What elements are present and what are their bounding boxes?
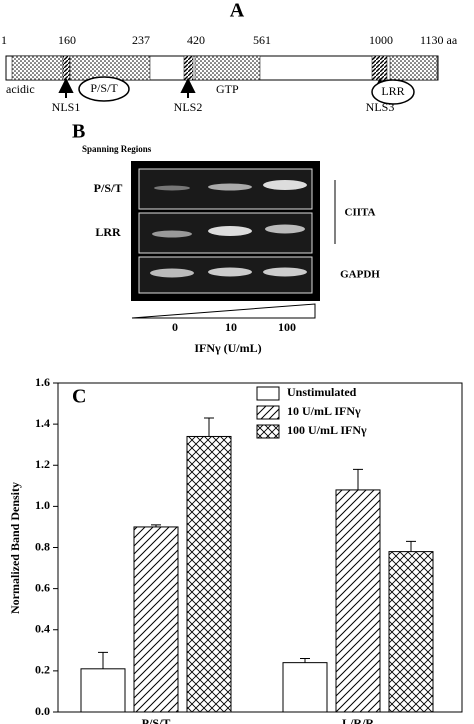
domain-label: GTP <box>216 82 239 96</box>
legend-label: 10 U/mL IFNγ <box>287 404 361 418</box>
bar <box>282 662 328 713</box>
bar <box>388 551 434 713</box>
error-bar <box>151 524 161 527</box>
domain-label: LRR <box>381 84 404 98</box>
row-label: P/S/T <box>94 181 123 195</box>
x-tick-label: P/S/T <box>142 716 171 724</box>
legend-swatch <box>256 424 280 439</box>
y-tick-label: 0.6 <box>35 580 50 594</box>
bar <box>133 526 179 713</box>
legend-label: 100 U/mL IFNγ <box>287 423 367 437</box>
bands <box>150 180 307 278</box>
position-label: 1 <box>1 33 7 47</box>
error-bar <box>98 651 108 669</box>
bar <box>335 489 381 713</box>
legend-swatch <box>256 386 280 401</box>
y-tick-label: 0.4 <box>35 622 50 636</box>
domain <box>389 55 438 81</box>
domain <box>11 55 64 81</box>
domain <box>194 55 261 81</box>
position-label: 420 <box>187 33 205 47</box>
row-label: LRR <box>95 225 121 239</box>
position-label: 1000 <box>369 33 393 47</box>
domain-label: acidic <box>6 82 35 96</box>
y-tick-label: 1.4 <box>35 416 50 430</box>
y-tick-label: 1.0 <box>35 498 50 512</box>
oval <box>78 76 130 102</box>
domain-label: NLS1 <box>52 100 81 114</box>
panel-label: C <box>72 386 86 408</box>
dose-label: 10 <box>225 320 237 334</box>
oval <box>371 79 415 105</box>
domain-label: NLS2 <box>174 100 203 114</box>
legend-label: Unstimulated <box>287 385 357 399</box>
nls <box>62 55 71 81</box>
position-label: 237 <box>132 33 150 47</box>
nls <box>371 55 388 81</box>
error-bar <box>204 417 214 437</box>
dose-label: 100 <box>278 320 296 334</box>
domain-label: P/S/T <box>90 81 118 95</box>
domain <box>69 55 151 81</box>
y-tick-label: 0.0 <box>35 704 50 718</box>
panel-label: B <box>72 121 85 143</box>
panel-a: A 1 160 237 420 561 1000 1130 aa acidic … <box>1 0 458 114</box>
arrows <box>58 77 388 98</box>
panel-b: B Spanning Regions P/S/T LRR GAPDH CIITA… <box>72 121 380 355</box>
domain-label: NLS3 <box>366 100 395 114</box>
position-label: 160 <box>58 33 76 47</box>
bracket-label: CIITA <box>345 207 376 219</box>
bar <box>186 435 232 713</box>
bar <box>80 668 126 713</box>
dose-wedge <box>131 303 316 319</box>
row-label: GAPDH <box>340 269 380 281</box>
y-tick-label: 0.8 <box>35 539 50 553</box>
error-bar <box>300 658 310 663</box>
panel-c: C Normalized Band Density 0.0 0.2 0.4 0.6 0.… <box>8 375 463 724</box>
position-label: 1130 aa <box>420 33 458 47</box>
y-tick-label: 1.2 <box>35 457 50 471</box>
nls <box>183 55 194 81</box>
error-bar <box>406 540 416 552</box>
position-label: 561 <box>253 33 271 47</box>
legend-swatch <box>256 405 280 420</box>
y-tick-label: 1.6 <box>35 375 50 389</box>
panel-label: A <box>230 0 245 22</box>
header: Spanning Regions <box>82 144 152 154</box>
dose-label: 0 <box>172 320 178 334</box>
error-bar <box>353 468 363 490</box>
x-tick-label: L/R/R <box>342 716 374 724</box>
dose-axis-title: IFNγ (U/mL) <box>194 341 261 355</box>
y-axis-title: Normalized Band Density <box>8 482 22 614</box>
y-tick-label: 0.2 <box>35 663 50 677</box>
